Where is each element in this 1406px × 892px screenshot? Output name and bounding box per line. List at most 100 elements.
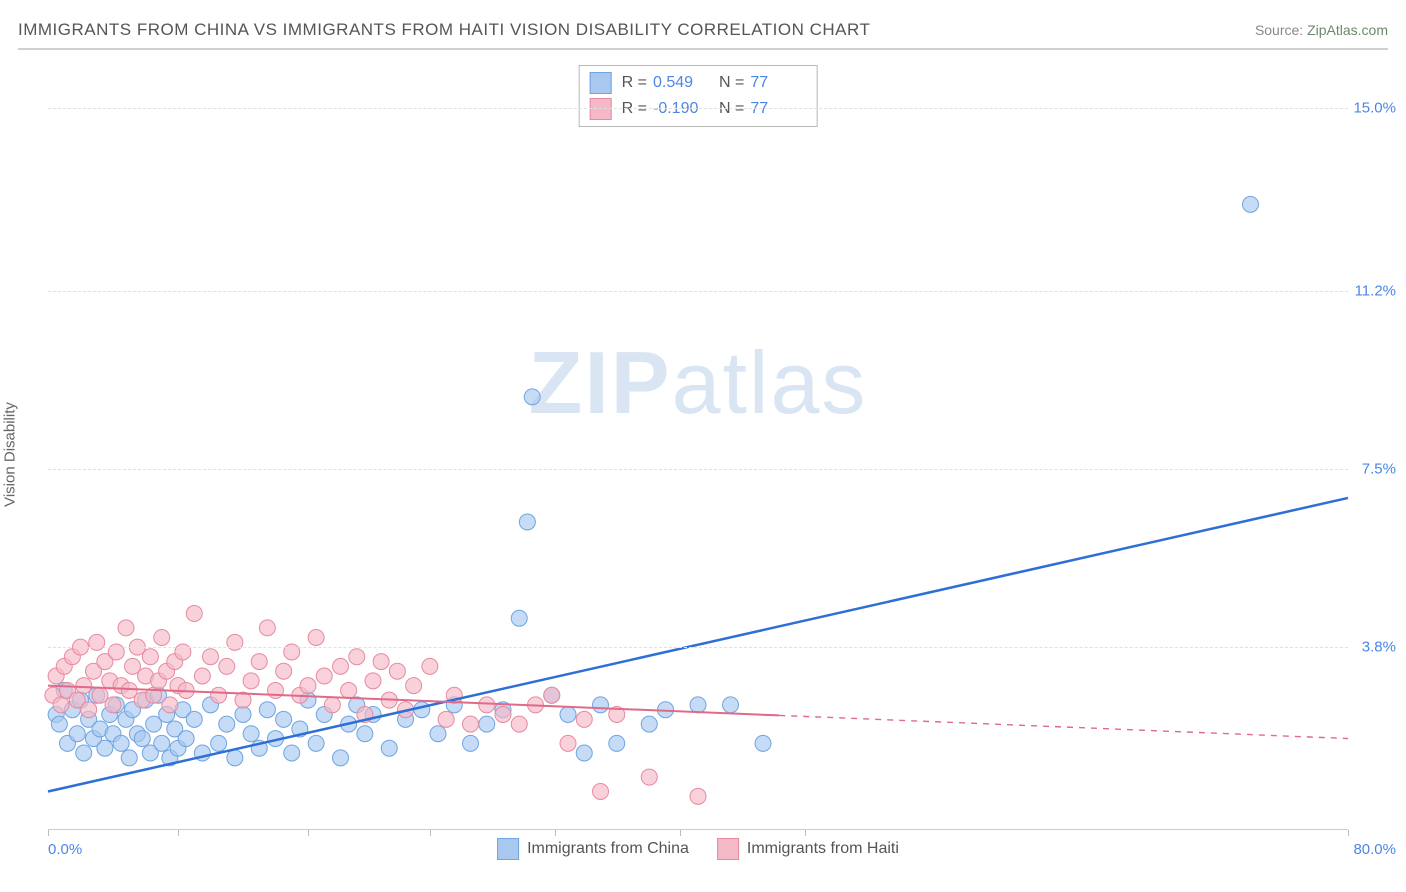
scatter-point [519, 514, 535, 530]
scatter-point [51, 716, 67, 732]
legend-swatch [590, 72, 612, 94]
scatter-point [194, 668, 210, 684]
scatter-point [333, 658, 349, 674]
scatter-point [97, 740, 113, 756]
x-tick-label-end: 80.0% [1353, 841, 1396, 858]
scatter-point [381, 740, 397, 756]
gridline [48, 108, 1348, 109]
legend-series-label: Immigrants from China [527, 840, 689, 858]
scatter-point [142, 649, 158, 665]
x-tick-mark [178, 830, 179, 836]
scatter-point [463, 716, 479, 732]
scatter-point [243, 726, 259, 742]
scatter-point [251, 654, 267, 670]
scatter-point [479, 716, 495, 732]
scatter-point [479, 697, 495, 713]
scatter-point [186, 711, 202, 727]
scatter-point [593, 697, 609, 713]
scatter-point [373, 654, 389, 670]
scatter-point [422, 658, 438, 674]
scatter-point [276, 663, 292, 679]
scatter-point [308, 630, 324, 646]
scatter-point [414, 702, 430, 718]
x-tick-mark [1348, 830, 1349, 836]
scatter-point [134, 731, 150, 747]
legend-bottom-item: Immigrants from Haiti [717, 838, 899, 860]
y-tick-label: 15.0% [1353, 100, 1396, 117]
legend-swatch [717, 838, 739, 860]
scatter-point [463, 735, 479, 751]
scatter-point [406, 678, 422, 694]
x-tick-mark [308, 830, 309, 836]
scatter-point [186, 605, 202, 621]
scatter-point [755, 735, 771, 751]
scatter-point [576, 745, 592, 761]
scatter-point [219, 716, 235, 732]
x-tick-mark [805, 830, 806, 836]
y-tick-label: 3.8% [1362, 639, 1396, 656]
scatter-point [76, 678, 92, 694]
x-tick-mark [555, 830, 556, 836]
scatter-point [227, 750, 243, 766]
scatter-point [154, 630, 170, 646]
x-tick-label-start: 0.0% [48, 841, 82, 858]
x-axis-line [48, 829, 1348, 830]
x-tick-mark [680, 830, 681, 836]
y-tick-label: 7.5% [1362, 461, 1396, 478]
scatter-point [524, 389, 540, 405]
chart-source: Source: ZipAtlas.com [1255, 22, 1388, 38]
scatter-point [219, 658, 235, 674]
scatter-point [544, 687, 560, 703]
x-tick-mark [430, 830, 431, 836]
scatter-point [430, 726, 446, 742]
scatter-point [341, 682, 357, 698]
scatter-point [162, 697, 178, 713]
scatter-point [259, 702, 275, 718]
chart-title: IMMIGRANTS FROM CHINA VS IMMIGRANTS FROM… [18, 20, 870, 40]
scatter-point [333, 750, 349, 766]
scatter-point [121, 750, 137, 766]
scatter-point [641, 716, 657, 732]
scatter-point [69, 726, 85, 742]
scatter-point [495, 707, 511, 723]
scatter-plot-svg [48, 60, 1348, 830]
scatter-point [593, 784, 609, 800]
legend-swatch [497, 838, 519, 860]
scatter-point [308, 735, 324, 751]
scatter-point [324, 697, 340, 713]
scatter-point [259, 620, 275, 636]
scatter-point [243, 673, 259, 689]
scatter-point [203, 649, 219, 665]
scatter-point [723, 697, 739, 713]
scatter-point [690, 697, 706, 713]
scatter-point [118, 620, 134, 636]
scatter-point [284, 745, 300, 761]
trend-line-dashed [779, 715, 1348, 738]
x-tick-mark [48, 830, 49, 836]
legend-n: N =77 [719, 74, 806, 92]
scatter-point [641, 769, 657, 785]
scatter-point [365, 673, 381, 689]
chart-plot-area: ZIPatlas R =0.549N =77R =-0.190N =77 Imm… [48, 60, 1348, 830]
scatter-point [276, 711, 292, 727]
y-axis-label: Vision Disability [2, 402, 19, 507]
gridline [48, 647, 1348, 648]
scatter-point [560, 735, 576, 751]
source-label: Source: [1255, 22, 1307, 38]
scatter-point [690, 788, 706, 804]
chart-header: IMMIGRANTS FROM CHINA VS IMMIGRANTS FROM… [18, 20, 1388, 50]
scatter-point [1243, 196, 1259, 212]
scatter-point [389, 663, 405, 679]
scatter-point [211, 735, 227, 751]
scatter-point [53, 697, 69, 713]
scatter-point [609, 735, 625, 751]
scatter-point [211, 687, 227, 703]
gridline [48, 291, 1348, 292]
legend-bottom-item: Immigrants from China [497, 838, 689, 860]
scatter-point [235, 707, 251, 723]
scatter-point [511, 716, 527, 732]
scatter-point [316, 668, 332, 684]
y-tick-label: 11.2% [1355, 283, 1396, 300]
scatter-point [105, 697, 121, 713]
legend-r: R =0.549 [622, 74, 709, 92]
